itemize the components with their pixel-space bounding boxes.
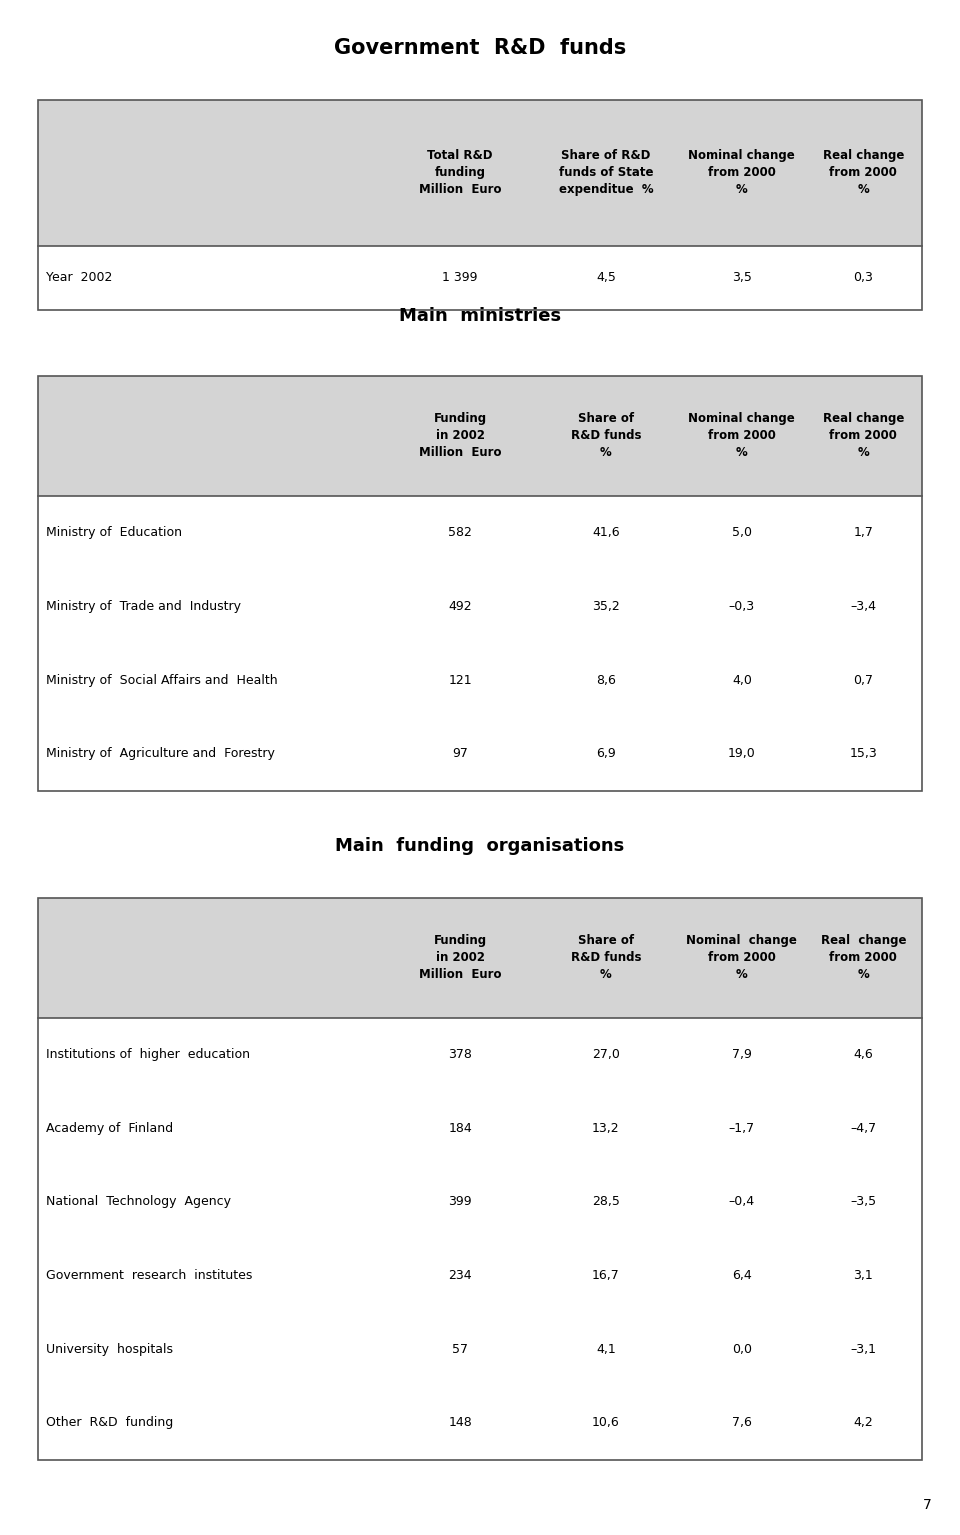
Text: Nominal  change
from 2000
%: Nominal change from 2000 % [686, 935, 798, 981]
Text: 378: 378 [448, 1048, 472, 1061]
Text: Ministry of  Social Affairs and  Health: Ministry of Social Affairs and Health [46, 674, 277, 686]
Text: 27,0: 27,0 [592, 1048, 620, 1061]
Text: 7,6: 7,6 [732, 1417, 752, 1429]
Text: 10,6: 10,6 [592, 1417, 620, 1429]
Text: Share of
R&D funds
%: Share of R&D funds % [570, 935, 641, 981]
Text: 6,4: 6,4 [732, 1269, 752, 1282]
Text: Ministry of  Trade and  Industry: Ministry of Trade and Industry [46, 600, 241, 612]
Text: 8,6: 8,6 [596, 674, 615, 686]
Text: 148: 148 [448, 1417, 472, 1429]
Text: 234: 234 [448, 1269, 472, 1282]
Text: National  Technology  Agency: National Technology Agency [46, 1196, 231, 1208]
Text: Share of
R&D funds
%: Share of R&D funds % [570, 413, 641, 459]
Text: 1,7: 1,7 [853, 527, 874, 539]
Text: Government  R&D  funds: Government R&D funds [334, 38, 626, 58]
Text: 184: 184 [448, 1122, 472, 1134]
Text: 28,5: 28,5 [592, 1196, 620, 1208]
Text: 0,0: 0,0 [732, 1343, 752, 1355]
Text: 4,5: 4,5 [596, 272, 615, 284]
Text: 399: 399 [448, 1196, 472, 1208]
Text: 4,2: 4,2 [853, 1417, 874, 1429]
Text: Real change
from 2000
%: Real change from 2000 % [823, 413, 904, 459]
Text: Other  R&D  funding: Other R&D funding [46, 1417, 174, 1429]
Text: –3,4: –3,4 [851, 600, 876, 612]
Text: 41,6: 41,6 [592, 527, 619, 539]
Text: Year  2002: Year 2002 [46, 272, 112, 284]
Text: Funding
in 2002
Million  Euro: Funding in 2002 Million Euro [419, 935, 501, 981]
Text: 19,0: 19,0 [728, 748, 756, 760]
Text: Funding
in 2002
Million  Euro: Funding in 2002 Million Euro [419, 413, 501, 459]
Bar [38, 376, 922, 496]
Text: –1,7: –1,7 [729, 1122, 755, 1134]
Text: Academy of  Finland: Academy of Finland [46, 1122, 173, 1134]
Text: 35,2: 35,2 [592, 600, 620, 612]
Text: Nominal change
from 2000
%: Nominal change from 2000 % [688, 149, 795, 196]
Text: 3,1: 3,1 [853, 1269, 874, 1282]
Text: Main  funding  organisations: Main funding organisations [335, 837, 625, 855]
Text: Real  change
from 2000
%: Real change from 2000 % [821, 935, 906, 981]
Text: Ministry of  Agriculture and  Forestry: Ministry of Agriculture and Forestry [46, 748, 275, 760]
Text: 57: 57 [452, 1343, 468, 1355]
Text: Real change
from 2000
%: Real change from 2000 % [823, 149, 904, 196]
Text: 4,6: 4,6 [853, 1048, 874, 1061]
Text: Ministry of  Education: Ministry of Education [46, 527, 182, 539]
Bar [38, 100, 922, 246]
Text: –0,3: –0,3 [729, 600, 755, 612]
Text: 4,0: 4,0 [732, 674, 752, 686]
Text: –0,4: –0,4 [729, 1196, 755, 1208]
Bar [38, 100, 922, 310]
Text: 15,3: 15,3 [850, 748, 877, 760]
Bar [38, 898, 922, 1460]
Text: –3,5: –3,5 [851, 1196, 876, 1208]
Text: 3,5: 3,5 [732, 272, 752, 284]
Text: 1 399: 1 399 [443, 272, 478, 284]
Bar [38, 898, 922, 1018]
Text: Government  research  institutes: Government research institutes [46, 1269, 252, 1282]
Text: Main  ministries: Main ministries [399, 307, 561, 325]
Text: Total R&D
funding
Million  Euro: Total R&D funding Million Euro [419, 149, 501, 196]
Text: 0,7: 0,7 [853, 674, 874, 686]
Text: 6,9: 6,9 [596, 748, 615, 760]
Text: –3,1: –3,1 [851, 1343, 876, 1355]
Text: –4,7: –4,7 [851, 1122, 876, 1134]
Text: 4,1: 4,1 [596, 1343, 615, 1355]
Text: University  hospitals: University hospitals [46, 1343, 173, 1355]
Text: 97: 97 [452, 748, 468, 760]
Text: Share of R&D
funds of State
expenditue  %: Share of R&D funds of State expenditue % [559, 149, 653, 196]
Text: 7,9: 7,9 [732, 1048, 752, 1061]
Text: Institutions of  higher  education: Institutions of higher education [46, 1048, 250, 1061]
Text: 0,3: 0,3 [853, 272, 874, 284]
Text: 121: 121 [448, 674, 472, 686]
Text: 7: 7 [923, 1498, 931, 1512]
Text: 5,0: 5,0 [732, 527, 752, 539]
Text: 582: 582 [448, 527, 472, 539]
Text: 492: 492 [448, 600, 472, 612]
Bar [38, 376, 922, 791]
Text: 16,7: 16,7 [592, 1269, 620, 1282]
Text: Nominal change
from 2000
%: Nominal change from 2000 % [688, 413, 795, 459]
Text: 13,2: 13,2 [592, 1122, 619, 1134]
